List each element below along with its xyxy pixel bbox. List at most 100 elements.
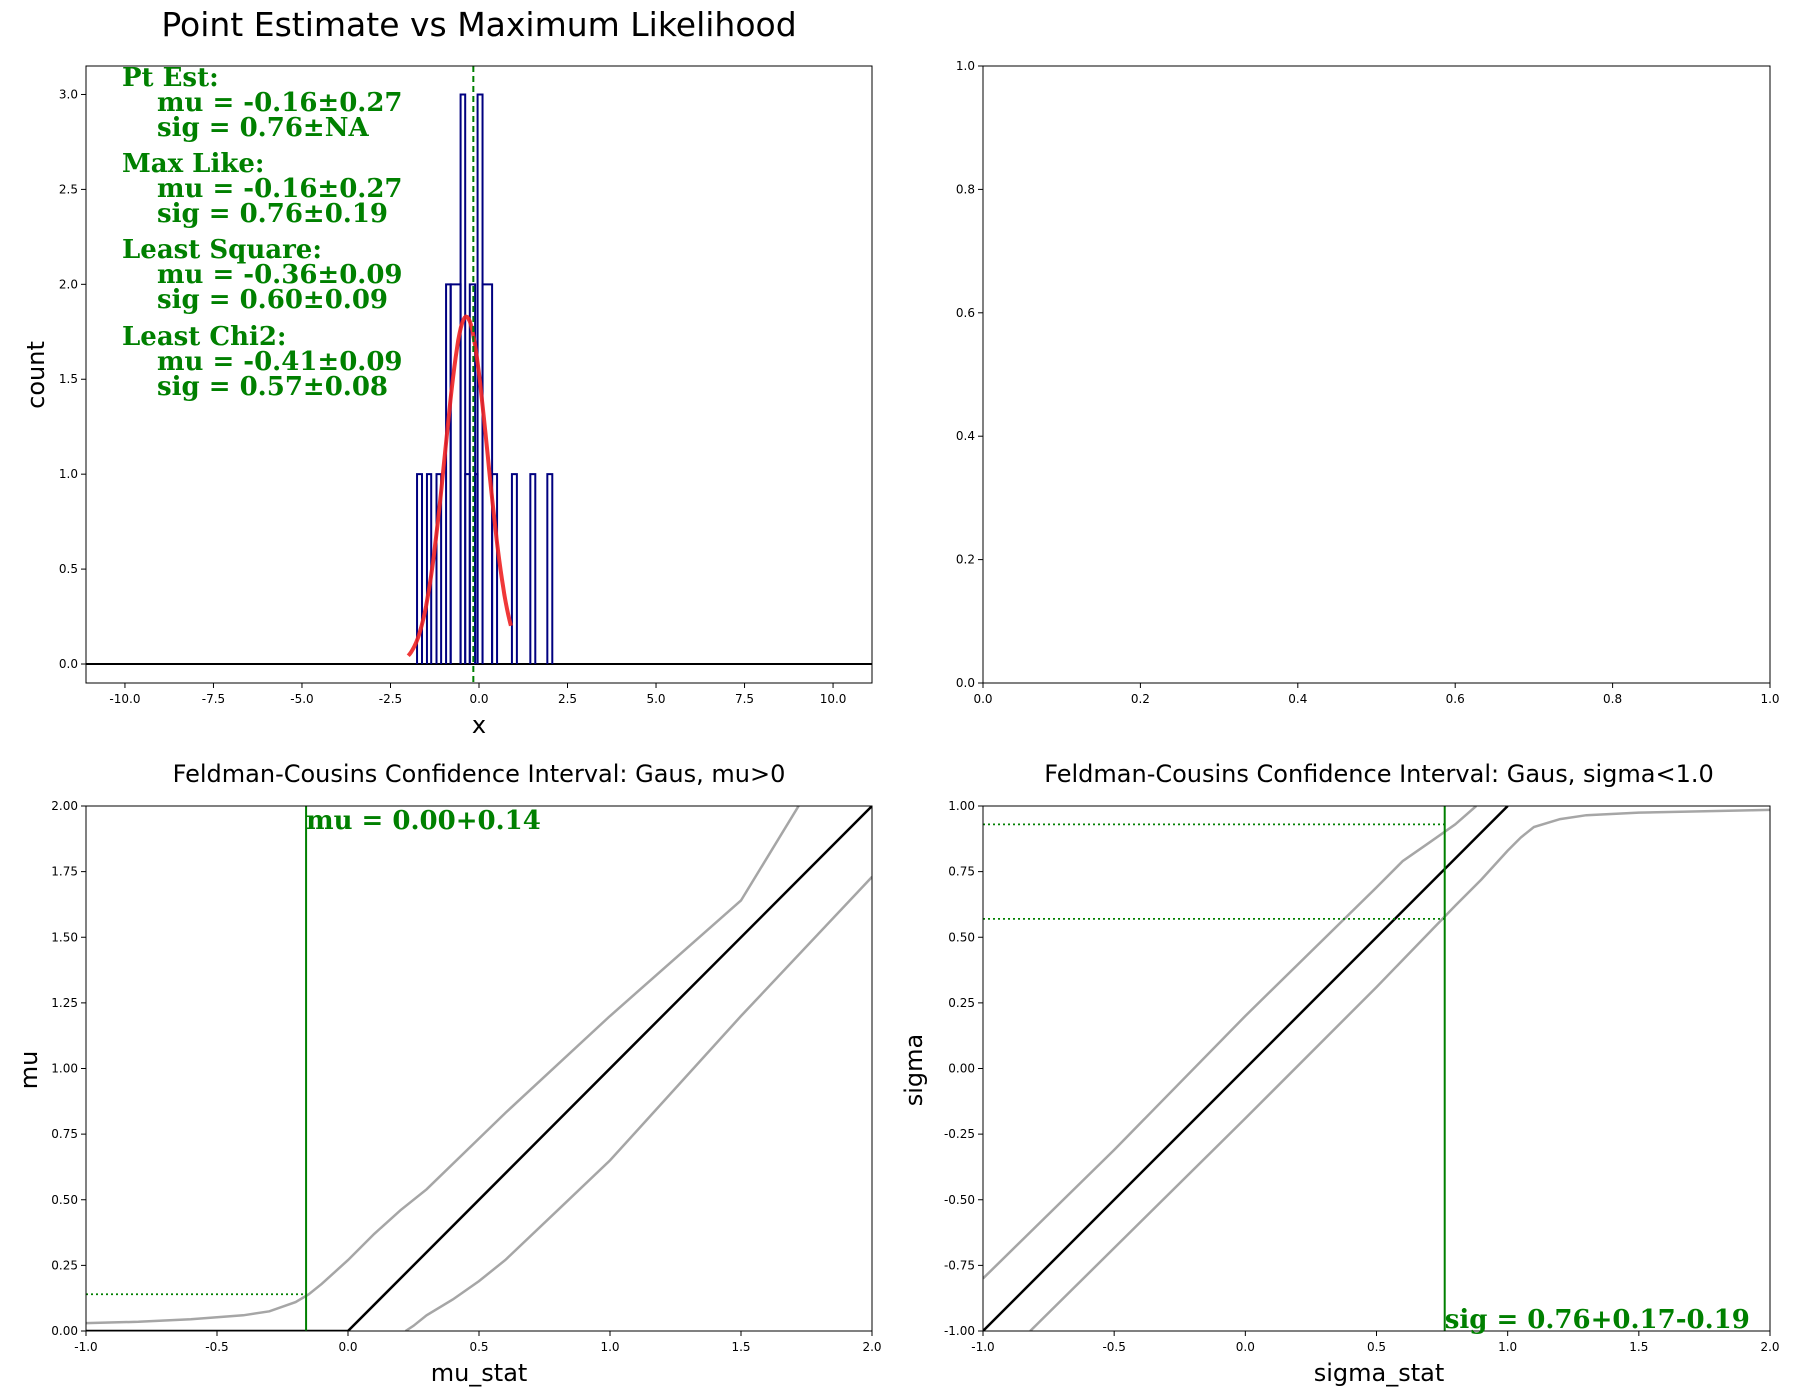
hist-xtick-label: 0.0 bbox=[469, 692, 488, 706]
fc-sigma-plot-area bbox=[983, 806, 1770, 1331]
fc-sigma-xtick-label: -1.0 bbox=[971, 1340, 994, 1354]
fc-mu-band-upper-line bbox=[86, 806, 800, 1325]
fc-sigma-xtick-label: 1.0 bbox=[1498, 1340, 1517, 1354]
fit-result-annotation: sig = 0.57±0.08 bbox=[157, 372, 388, 402]
fit-result-annotation: Pt Est: bbox=[122, 63, 219, 93]
fc-mu-title: Feldman-Cousins Confidence Interval: Gau… bbox=[173, 760, 786, 788]
fit-result-annotation: mu = -0.16±0.27 bbox=[157, 174, 403, 204]
histogram-bar bbox=[416, 473, 423, 665]
histogram-bar bbox=[510, 473, 518, 665]
fit-result-annotation: sig = 0.76±0.19 bbox=[157, 199, 388, 229]
empty-xtick-label: 0.0 bbox=[973, 692, 992, 706]
empty-xtick-label: 1.0 bbox=[1760, 692, 1779, 706]
fc-sigma-plot: -1.0 -0.5 0.0 0.5 1.0 1.5 2.0 -1.00 -0.75 -0.50 -0… bbox=[944, 799, 1780, 1354]
fc-mu-xtick-label: -0.5 bbox=[205, 1340, 228, 1354]
fc-mu-xtick-label: -1.0 bbox=[74, 1340, 97, 1354]
fc-sigma-xtick-label: 0.5 bbox=[1367, 1340, 1386, 1354]
fc-sigma-ytick-label: -0.25 bbox=[944, 1127, 975, 1141]
empty-xtick-label: 0.8 bbox=[1603, 692, 1622, 706]
hist-ytick-label: 2.5 bbox=[59, 182, 78, 196]
hist-plot: -10.0 -7.5 -5.0 -2.5 0.0 2.5 5.0 7.5 10.0 0.0 0.5 1… bbox=[59, 63, 873, 706]
empty-xtick-label: 0.2 bbox=[1131, 692, 1150, 706]
hist-frame bbox=[85, 65, 873, 684]
fc-mu-ytick-label: 0.75 bbox=[51, 1127, 78, 1141]
empty-frame bbox=[982, 65, 1771, 684]
hist-xtick-label: -5.0 bbox=[290, 692, 313, 706]
histogram-bar bbox=[546, 473, 554, 665]
hist-xtick-label: 7.5 bbox=[735, 692, 754, 706]
fc-mu-xtick-label: 0.5 bbox=[469, 1340, 488, 1354]
hist-ytick-label: 3.0 bbox=[59, 87, 78, 101]
hist-ytick-label: 1.5 bbox=[59, 372, 78, 386]
fc-mu-ytick-label: 0.25 bbox=[51, 1258, 78, 1272]
fc-mu-xtick-label: 2.0 bbox=[862, 1340, 881, 1354]
empty-ytick-label: 0.8 bbox=[956, 182, 975, 196]
fc-mu-band-lower-line bbox=[404, 876, 872, 1331]
empty-ytick-label: 0.4 bbox=[956, 429, 975, 443]
fc-mu-plot: -1.0 -0.5 0.0 0.5 1.0 1.5 2.0 0.00 0.25 0.50 0.75 1… bbox=[51, 799, 881, 1354]
fit-result-annotation: mu = -0.16±0.27 bbox=[157, 88, 403, 118]
fc-sigma-ytick-label: 0.00 bbox=[948, 1062, 975, 1076]
fc-sigma-xtick-label: 2.0 bbox=[1760, 1340, 1779, 1354]
hist-ylabel: count bbox=[22, 341, 50, 409]
fc-mu-ytick-label: 1.75 bbox=[51, 865, 78, 879]
fc-mu-xtick-label: 1.5 bbox=[731, 1340, 750, 1354]
fc-sigma-ylabel: sigma bbox=[900, 1034, 928, 1107]
fc-sigma-ytick-label: -0.75 bbox=[944, 1258, 975, 1272]
fc-sigma-band-upper-line bbox=[983, 806, 1478, 1280]
fc-sigma-interval-annotation: sig = 0.76+0.17-0.19 bbox=[1445, 1305, 1750, 1335]
fc-mu-ytick-label: 1.00 bbox=[51, 1062, 78, 1076]
histogram-bar bbox=[529, 473, 537, 665]
fc-sigma-ytick-label: -0.50 bbox=[944, 1193, 975, 1207]
fc-sigma-ytick-label: 1.00 bbox=[948, 799, 975, 813]
fc-mu-ytick-label: 1.50 bbox=[51, 930, 78, 944]
fc-mu-ytick-label: 0.50 bbox=[51, 1193, 78, 1207]
fc-sigma-ytick-label: -1.00 bbox=[944, 1324, 975, 1338]
hist-xtick-label: -2.5 bbox=[379, 692, 402, 706]
hist-xtick-label: 2.5 bbox=[558, 692, 577, 706]
fc-sigma-xlabel: sigma_stat bbox=[1314, 1359, 1445, 1387]
fc-mu-frame bbox=[85, 805, 873, 1332]
fc-sigma-center-line bbox=[983, 806, 1509, 1331]
hist-xtick-label: -10.0 bbox=[109, 692, 140, 706]
fc-sigma-xtick-label: 0.0 bbox=[1236, 1340, 1255, 1354]
hist-xlabel: x bbox=[472, 711, 486, 739]
fit-result-annotation: sig = 0.76±NA bbox=[157, 113, 369, 143]
hist-xtick-label: 5.0 bbox=[646, 692, 665, 706]
fc-sigma-xtick-label: 1.5 bbox=[1629, 1340, 1648, 1354]
empty-ytick-label: 1.0 bbox=[956, 59, 975, 73]
fc-sigma-ytick-label: 0.75 bbox=[948, 865, 975, 879]
hist-plot-area bbox=[86, 66, 872, 683]
hist-title: Point Estimate vs Maximum Likelihood bbox=[161, 5, 796, 44]
fc-mu-center-line bbox=[86, 806, 872, 1331]
fit-result-annotation: Least Square: bbox=[122, 235, 322, 265]
histogram-bar bbox=[459, 93, 467, 665]
empty-xtick-label: 0.6 bbox=[1446, 692, 1465, 706]
hist-xtick-label: -7.5 bbox=[202, 692, 225, 706]
fc-mu-xtick-label: 1.0 bbox=[600, 1340, 619, 1354]
fc-sigma-ytick-label: 0.50 bbox=[948, 930, 975, 944]
fc-sigma-ytick-label: 0.25 bbox=[948, 996, 975, 1010]
histogram-bar bbox=[435, 473, 443, 665]
histogram-bar bbox=[491, 473, 499, 665]
fit-result-annotation: Max Like: bbox=[122, 149, 265, 179]
hist-ytick-label: 2.0 bbox=[59, 277, 78, 291]
fit-result-annotation: sig = 0.60±0.09 bbox=[157, 285, 388, 315]
empty-plot: 0.0 0.2 0.4 0.6 0.8 1.0 0.0 0.2 0.4 0.6 0.8 1.0 bbox=[956, 59, 1780, 706]
fit-result-annotation: mu = -0.36±0.09 bbox=[157, 260, 403, 290]
fc-sigma-xtick-label: -0.5 bbox=[1102, 1340, 1125, 1354]
fc-mu-plot-area bbox=[86, 806, 872, 1331]
hist-ytick-label: 0.5 bbox=[59, 562, 78, 576]
hist-ytick-label: 0.0 bbox=[59, 657, 78, 671]
hist-xtick-label: 10.0 bbox=[820, 692, 847, 706]
fc-mu-interval-annotation: mu = 0.00+0.14 bbox=[306, 806, 541, 836]
fc-sigma-band-lower-line bbox=[1029, 808, 1770, 1331]
fc-sigma-frame bbox=[982, 805, 1771, 1332]
fc-mu-ylabel: mu bbox=[15, 1051, 43, 1090]
fc-mu-xlabel: mu_stat bbox=[431, 1359, 528, 1387]
hist-ytick-label: 1.0 bbox=[59, 467, 78, 481]
fit-result-annotation: Least Chi2: bbox=[122, 322, 287, 352]
fc-sigma-title: Feldman-Cousins Confidence Interval: Gau… bbox=[1044, 760, 1714, 788]
fc-mu-xtick-label: 0.0 bbox=[338, 1340, 357, 1354]
